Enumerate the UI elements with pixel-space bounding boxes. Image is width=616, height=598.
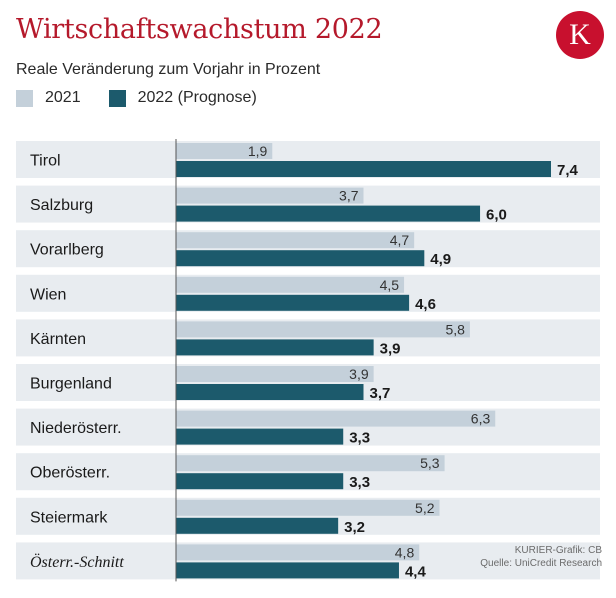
legend-label-2021: 2021 [45,89,81,106]
bar-2022 [176,384,364,400]
row-label: Niederösterr. [30,420,122,437]
bar-2021 [176,143,273,159]
row-label: Burgenland [30,376,112,393]
bar-2021 [176,276,405,293]
legend-swatch-2021 [16,89,33,107]
bar-2021 [176,232,415,249]
chart-title: Wirtschaftswachstum 2022 [16,14,383,45]
data-label-2022: 4,4 [405,563,427,580]
data-label-2021: 5,3 [420,455,440,471]
row-label: Österr.-Schnitt [30,553,124,571]
data-label-2021: 1,9 [248,143,268,159]
bar-2022 [176,517,339,534]
row-label: Vorarlberg [30,242,104,259]
data-label-2021: 5,8 [445,321,465,337]
legend-label-2022: 2022 (Prognose) [137,89,257,106]
bar-2022 [176,294,410,311]
row-label: Steiermark [30,509,108,526]
row-label: Wien [30,286,66,303]
legend-item-2022: 2022 (Prognose) [108,89,257,107]
legend-swatch-2022 [108,89,126,107]
data-label-2022: 3,7 [370,385,391,402]
bar-2021 [176,455,445,472]
data-label-2022: 3,2 [344,519,365,536]
data-label-2021: 3,9 [349,366,369,382]
bar-2021 [176,544,420,561]
data-label-2021: 5,2 [415,500,435,516]
bar-2021 [176,499,440,516]
data-label-2022: 3,3 [349,474,370,491]
row-label: Kärnten [30,331,86,348]
bar-2022 [176,428,344,445]
bar-2022 [176,161,551,177]
bar-2022 [176,562,399,579]
data-label-2021: 4,7 [390,232,410,248]
data-label-2021: 4,5 [380,277,400,293]
data-label-2022: 3,3 [349,430,370,447]
data-label-2022: 4,6 [415,296,436,313]
kurier-logo: K [556,11,604,59]
bar-2021 [176,187,364,204]
data-label-2022: 3,9 [380,340,401,357]
row-label: Salzburg [30,197,93,214]
credit-source: Quelle: UniCredit Research [480,558,602,569]
bar-2021 [176,321,470,338]
bar-2022 [176,205,481,222]
credit-graphic: KURIER-Grafik: CB [514,545,602,556]
bar-2022 [176,250,425,267]
data-label-2021: 4,8 [395,544,415,560]
row-label: Oberösterr. [30,465,110,482]
bar-2022 [176,339,374,356]
data-label-2022: 7,4 [557,162,579,179]
bar-2021 [176,410,496,427]
data-label-2022: 4,9 [430,251,451,268]
bar-2021 [176,366,374,382]
row-label: Tirol [30,153,61,170]
data-label-2021: 3,7 [339,188,359,204]
credit-note: KURIER-Grafik: CB Quelle: UniCredit Rese… [480,544,602,570]
chart-legend: 2021 2022 (Prognose) [16,89,285,107]
data-label-2021: 6,3 [471,411,491,427]
data-label-2022: 6,0 [486,207,507,224]
legend-item-2021: 2021 [16,89,81,107]
bar-2022 [176,473,344,490]
chart-subtitle: Reale Veränderung zum Vorjahr in Prozent [16,61,321,78]
